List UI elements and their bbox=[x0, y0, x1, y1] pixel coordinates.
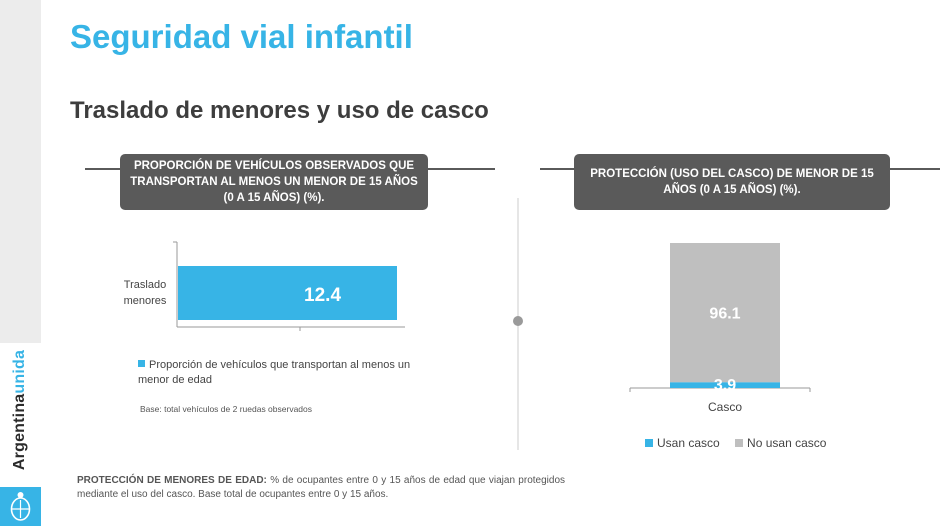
footnote-label: PROTECCIÓN DE MENORES DE EDAD: bbox=[77, 475, 267, 486]
footnote: PROTECCIÓN DE MENORES DE EDAD: % de ocup… bbox=[77, 474, 565, 502]
left-bar bbox=[178, 266, 397, 320]
right-bar-segment-no-usan bbox=[670, 243, 780, 383]
left-legend-swatch bbox=[138, 360, 145, 367]
left-bar-chart: Traslado menores 12.4 bbox=[124, 241, 405, 331]
right-legend-label-usan: Usan casco bbox=[657, 436, 720, 450]
right-legend-swatch-usan bbox=[645, 439, 653, 447]
page-subtitle: Traslado de menores y uso de casco bbox=[70, 97, 489, 124]
brand-text-accent: unida bbox=[11, 349, 28, 394]
right-data-label-no-usan: 96.1 bbox=[709, 306, 740, 323]
left-legend: Proporción de vehículos que transportan … bbox=[138, 358, 428, 388]
left-legend-label: Proporción de vehículos que transportan … bbox=[138, 359, 411, 386]
page-title: Seguridad vial infantil bbox=[70, 18, 413, 55]
right-category-label: Casco bbox=[708, 400, 742, 414]
left-category-label: Traslado bbox=[124, 279, 166, 291]
right-legend-label-no-usan: No usan casco bbox=[747, 436, 827, 450]
national-seal-icon bbox=[0, 487, 41, 526]
brand-text-main: Argentina bbox=[11, 393, 28, 471]
left-bar-data-label: 12.4 bbox=[304, 285, 341, 306]
right-legend-item-usan: Usan casco bbox=[645, 436, 720, 450]
right-stacked-bar-chart: 96.1 3.9 Casco bbox=[629, 243, 811, 414]
right-legend: Usan casco No usan casco bbox=[645, 436, 838, 450]
right-legend-item-no-usan: No usan casco bbox=[735, 436, 826, 450]
right-bar-segment-usan bbox=[670, 382, 780, 388]
left-base-note: Base: total vehículos de 2 ruedas observ… bbox=[140, 404, 312, 414]
right-data-label-usan: 3.9 bbox=[714, 377, 736, 394]
separator-dot bbox=[513, 316, 523, 326]
right-legend-swatch-no-usan bbox=[735, 439, 744, 447]
left-chart-title-box: PROPORCIÓN DE VEHÍCULOS OBSERVADOS QUE T… bbox=[120, 154, 428, 210]
left-category-label: menores bbox=[124, 295, 167, 307]
brand-strip-background bbox=[0, 0, 41, 343]
right-chart-title-box: PROTECCIÓN (USO DEL CASCO) DE MENOR DE 1… bbox=[574, 154, 890, 210]
footnote-text: % de ocupantes entre 0 y 15 años de edad… bbox=[77, 475, 566, 500]
brand-logo-text: Argentinaunida bbox=[11, 350, 29, 470]
